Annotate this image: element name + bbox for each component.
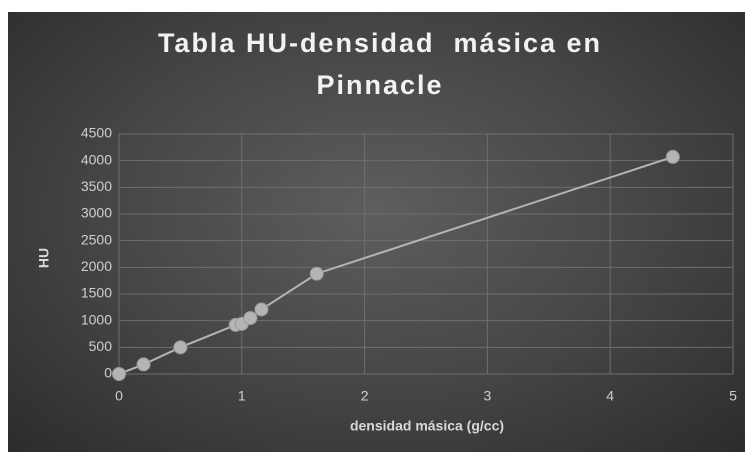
y-tick-label: 4000: [81, 151, 112, 167]
chart-title: Tabla HU-densidad másica en Pinnacle: [157, 28, 612, 100]
x-tick-label: 3: [484, 388, 492, 404]
x-tick-label: 5: [729, 388, 737, 404]
y-tick-label: 0: [104, 365, 112, 381]
y-tick-label: 2000: [81, 258, 112, 274]
y-tick-label: 1000: [81, 311, 112, 327]
data-point: [136, 357, 151, 372]
data-point: [665, 149, 680, 164]
x-tick-label: 0: [115, 388, 123, 404]
data-point: [173, 340, 188, 355]
data-point: [254, 302, 269, 317]
y-tick-label: 2500: [81, 231, 112, 247]
x-axis-title: densidad másica (g/cc): [350, 418, 504, 434]
data-point: [112, 367, 126, 381]
x-tick-label: 2: [361, 388, 369, 404]
y-axis-title: HU: [36, 248, 52, 268]
x-tick-label: 1: [238, 388, 246, 404]
y-tick-label: 3500: [81, 178, 112, 194]
y-tick-label: 500: [89, 338, 113, 354]
series-line: [118, 155, 674, 375]
y-tick-label: 3000: [81, 205, 112, 221]
x-tick-label: 4: [606, 388, 614, 404]
y-tick-label: 4500: [81, 125, 112, 141]
data-point: [243, 311, 258, 325]
y-tick-label: 1500: [81, 285, 112, 301]
data-point: [309, 266, 324, 281]
chart-area: [8, 12, 745, 452]
